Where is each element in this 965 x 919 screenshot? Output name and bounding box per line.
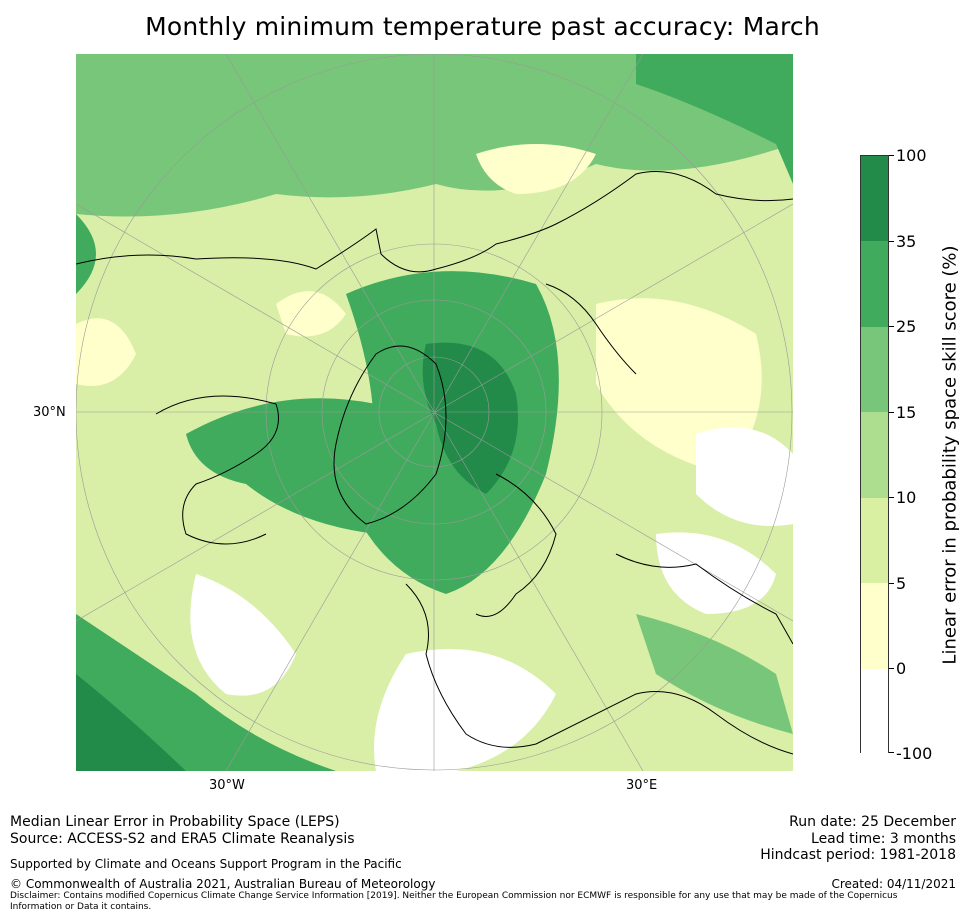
- colorbar-label-0: 0: [896, 659, 907, 678]
- footer-disclaimer: Disclaimer: Contains modified Copernicus…: [10, 891, 898, 912]
- footer-created: Created: 04/11/2021: [831, 877, 956, 891]
- colorbar-bin-35-100: [861, 156, 888, 241]
- colorbar-tick: [889, 241, 894, 242]
- colorbar-tick: [889, 497, 894, 498]
- colorbar-label-15: 15: [896, 403, 917, 422]
- colorbar-label-100: 100: [896, 146, 927, 165]
- lon-label-30e: 30°E: [626, 778, 658, 793]
- footer-method: Median Linear Error in Probability Space…: [10, 814, 340, 830]
- lat-label-30n: 30°N: [33, 405, 66, 420]
- colorbar: [860, 155, 889, 754]
- coastlines: [76, 171, 793, 755]
- footer-copyright: © Commonwealth of Australia 2021, Austra…: [10, 877, 436, 891]
- colorbar-bin-0-5: [861, 583, 888, 669]
- colorbar-label-10: 10: [896, 488, 917, 507]
- footer-lead-time: Lead time: 3 months: [811, 831, 956, 847]
- skill-map-svg: [76, 54, 793, 771]
- colorbar-tick: [889, 752, 894, 753]
- chart-title: Monthly minimum temperature past accurac…: [145, 12, 820, 41]
- colorbar-tick: [889, 668, 894, 669]
- colorbar-label-35: 35: [896, 232, 917, 251]
- skill-regions: [76, 54, 793, 771]
- colorbar-title: Linear error in probability space skill …: [939, 245, 961, 665]
- colorbar-tick: [889, 155, 894, 156]
- colorbar-bin-15-25: [861, 327, 888, 412]
- colorbar-bin-10-15: [861, 412, 888, 498]
- footer-source: Source: ACCESS-S2 and ERA5 Climate Reana…: [10, 831, 355, 847]
- colorbar-tick: [889, 412, 894, 413]
- footer-hindcast: Hindcast period: 1981-2018: [760, 847, 956, 863]
- colorbar-label-5: 5: [896, 574, 907, 593]
- colorbar-bin-25-35: [861, 241, 888, 327]
- polar-map: [76, 54, 793, 771]
- colorbar-label-neg100: -100: [896, 744, 933, 763]
- footer-run-date: Run date: 25 December: [789, 814, 956, 830]
- colorbar-bin-neg100-0: [861, 669, 888, 754]
- graticule: [76, 54, 793, 771]
- colorbar-bin-5-10: [861, 498, 888, 583]
- lon-label-30w: 30°W: [209, 778, 245, 793]
- footer-support: Supported by Climate and Oceans Support …: [10, 857, 402, 871]
- colorbar-label-25: 25: [896, 317, 917, 336]
- colorbar-tick: [889, 583, 894, 584]
- colorbar-tick: [889, 326, 894, 327]
